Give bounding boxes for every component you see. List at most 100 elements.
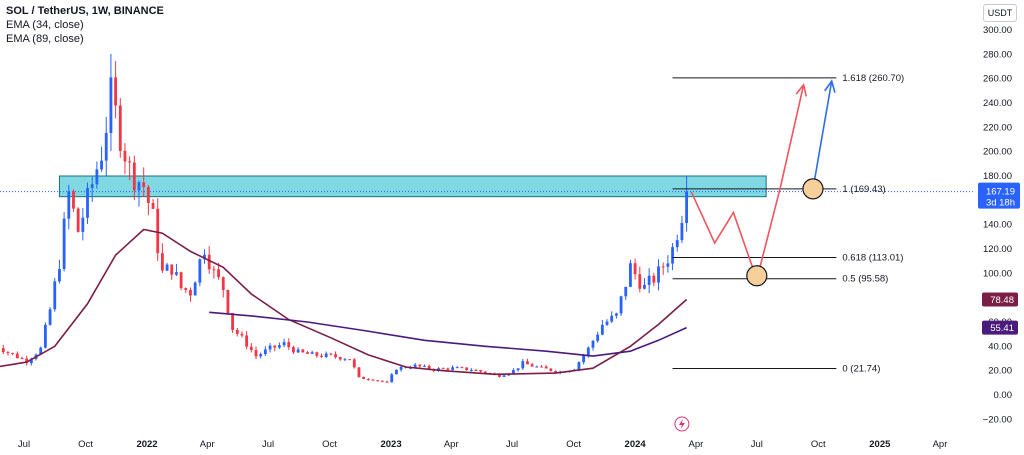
x-axis-tick-label: Oct bbox=[78, 439, 93, 450]
target-circle bbox=[746, 265, 768, 287]
candle bbox=[6, 351, 10, 356]
candle-body bbox=[296, 349, 300, 353]
candle-body bbox=[95, 169, 99, 185]
candle-body bbox=[109, 77, 113, 133]
candle-body bbox=[619, 296, 623, 314]
candle-body bbox=[521, 361, 525, 369]
candle-body bbox=[20, 358, 24, 360]
candle-body bbox=[577, 362, 581, 370]
candle-body bbox=[189, 289, 192, 296]
candle bbox=[530, 362, 534, 367]
candle-body bbox=[104, 132, 108, 161]
ema-value-tag bbox=[982, 292, 1018, 307]
candle bbox=[338, 356, 342, 361]
currency-button[interactable]: USDT bbox=[983, 4, 1017, 22]
candle-body bbox=[273, 345, 277, 348]
candle bbox=[48, 307, 52, 326]
candle-body bbox=[67, 191, 71, 219]
candle bbox=[15, 351, 19, 359]
candle-body bbox=[605, 321, 609, 325]
candle-body bbox=[179, 272, 183, 289]
candle-body bbox=[357, 367, 361, 378]
candle-body bbox=[142, 182, 146, 188]
candle bbox=[647, 268, 651, 294]
candle-body bbox=[100, 160, 103, 170]
x-axis-tick-label: Oct bbox=[566, 439, 581, 450]
candle-body bbox=[25, 358, 29, 364]
candle bbox=[596, 331, 600, 343]
candle-body bbox=[62, 218, 66, 270]
candle-body bbox=[516, 368, 520, 371]
candle-body bbox=[675, 240, 679, 248]
candle-body bbox=[221, 277, 225, 291]
candle bbox=[362, 376, 366, 380]
candle-body bbox=[680, 222, 684, 241]
candle bbox=[366, 378, 370, 381]
candle-body bbox=[175, 272, 178, 275]
candle bbox=[371, 378, 375, 381]
y-axis-tick-label: 280.00 bbox=[983, 49, 1012, 60]
fib-level-label: 1 (169.43) bbox=[842, 184, 885, 195]
candle-body bbox=[76, 208, 80, 232]
candle-body bbox=[540, 366, 543, 368]
candle-body bbox=[114, 77, 118, 106]
candle bbox=[680, 215, 684, 244]
candle-body bbox=[614, 313, 618, 316]
candle bbox=[306, 351, 309, 354]
candle-body bbox=[301, 349, 305, 353]
x-axis-tick-label: 2024 bbox=[625, 439, 647, 450]
legend-ema34[interactable]: EMA (34, close) bbox=[6, 19, 84, 31]
candle-body bbox=[371, 379, 375, 381]
candle bbox=[226, 289, 230, 315]
candle bbox=[619, 295, 623, 316]
x-axis-tick-label: 2023 bbox=[380, 439, 401, 450]
fib-level-label: 0.618 (113.01) bbox=[842, 253, 903, 264]
candle bbox=[109, 53, 113, 152]
candle bbox=[123, 143, 127, 175]
y-axis-tick-label: 40.00 bbox=[988, 341, 1012, 352]
x-axis-tick-label: Apr bbox=[689, 439, 704, 450]
candle bbox=[11, 352, 15, 356]
candle-body bbox=[474, 369, 478, 371]
candle bbox=[685, 175, 688, 232]
candle bbox=[390, 372, 394, 383]
candle-body bbox=[390, 374, 394, 383]
candle-body bbox=[666, 263, 670, 267]
candle bbox=[179, 271, 183, 291]
candle-body bbox=[512, 370, 515, 374]
candle bbox=[315, 351, 319, 358]
candle-body bbox=[348, 359, 352, 361]
x-axis-tick-label: Jul bbox=[18, 439, 30, 450]
candle bbox=[151, 198, 155, 210]
x-axis-tick-label: Apr bbox=[933, 439, 948, 450]
candle bbox=[43, 322, 47, 349]
candle-body bbox=[306, 352, 309, 354]
candle bbox=[160, 243, 164, 273]
legend-title[interactable]: SOL / TetherUS, 1W, BINANCE bbox=[6, 5, 164, 17]
candle bbox=[652, 272, 656, 287]
candle-body bbox=[48, 309, 52, 325]
candle-body bbox=[446, 368, 450, 370]
candle-body bbox=[278, 345, 281, 348]
candle-body bbox=[15, 353, 19, 359]
candle-body bbox=[81, 217, 85, 232]
candle-body bbox=[11, 352, 15, 354]
candle bbox=[296, 347, 300, 353]
legend-ema89[interactable]: EMA (89, close) bbox=[6, 33, 84, 45]
candle bbox=[231, 312, 235, 334]
candle bbox=[549, 368, 553, 372]
candle bbox=[90, 176, 94, 202]
candle-body bbox=[395, 369, 398, 375]
candle-body bbox=[427, 365, 431, 370]
candle bbox=[86, 182, 89, 224]
candle-body bbox=[193, 282, 197, 296]
candle bbox=[451, 365, 454, 371]
x-axis-tick-label: Apr bbox=[200, 439, 215, 450]
candle bbox=[605, 319, 609, 327]
y-axis-tick-label: 240.00 bbox=[983, 98, 1012, 109]
candle-body bbox=[362, 377, 366, 380]
candle-body bbox=[151, 202, 155, 209]
candle-body bbox=[29, 358, 33, 364]
candle bbox=[324, 351, 328, 359]
